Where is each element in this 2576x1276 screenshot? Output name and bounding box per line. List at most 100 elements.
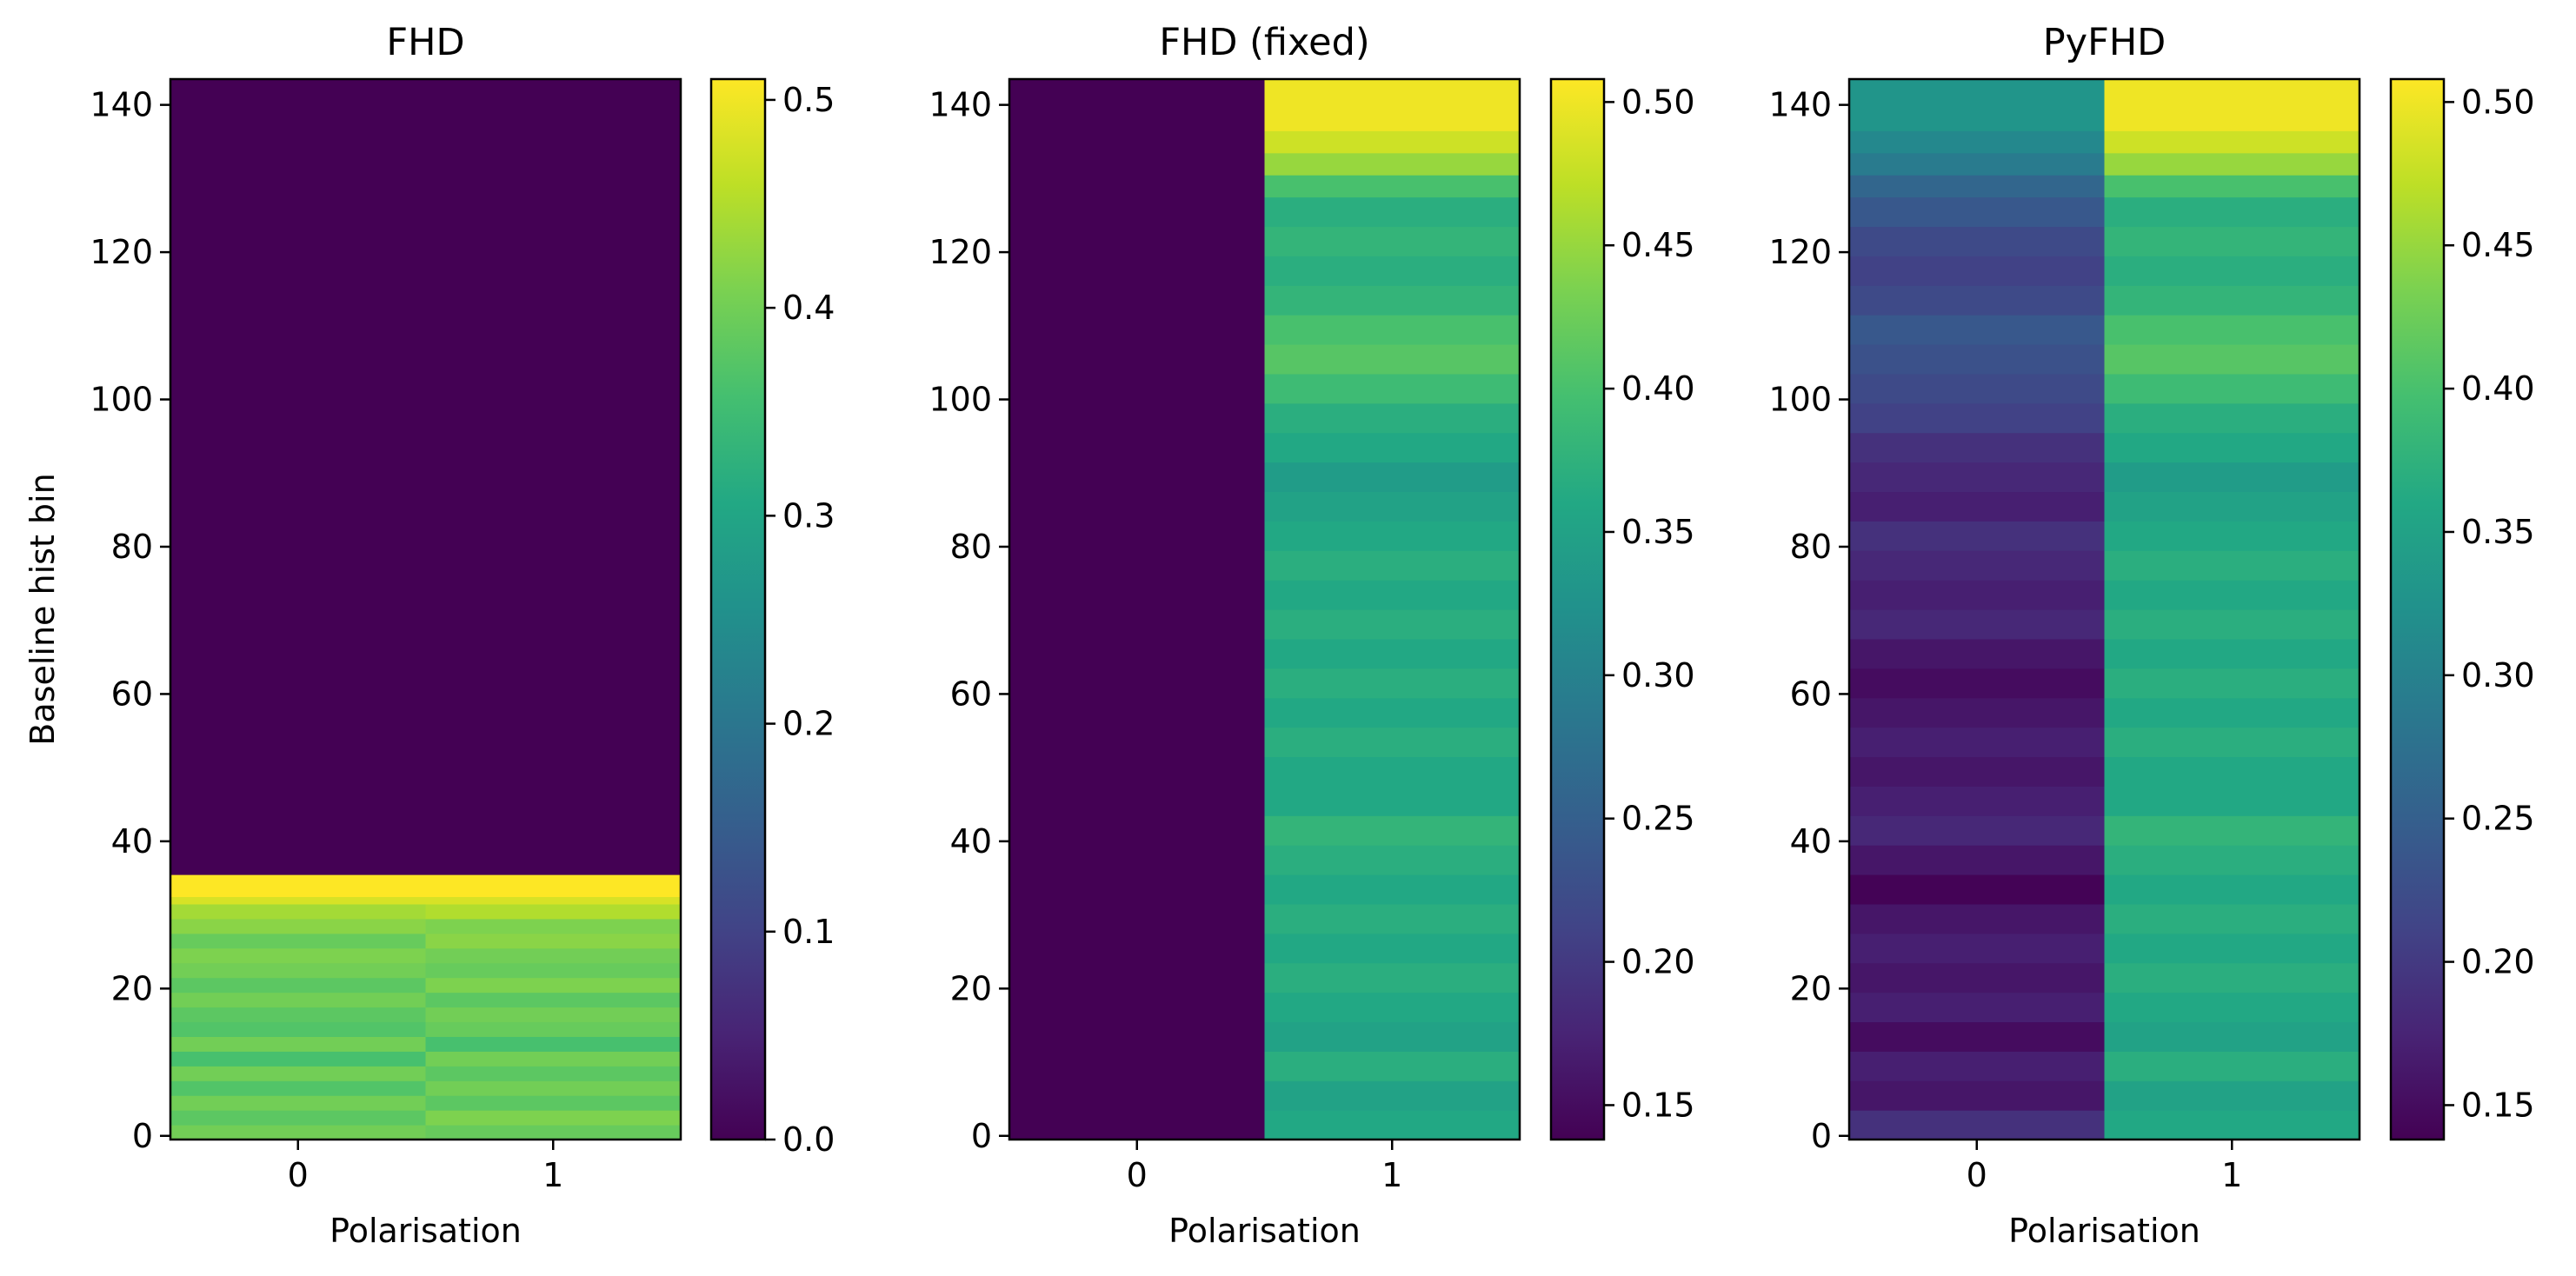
heatmap-cell	[1849, 1080, 2106, 1111]
y-tick-label: 20	[950, 969, 992, 1007]
heatmap-cell	[1849, 697, 2106, 728]
y-tick-label: 40	[111, 822, 153, 861]
chart-title: FHD	[386, 21, 464, 64]
colorbar-tick-label: 0.30	[1621, 656, 1695, 694]
y-tick-label: 120	[929, 233, 992, 271]
heatmap-cell	[1849, 315, 2106, 345]
heatmap-cell	[1264, 226, 1521, 256]
colorbar-tick-label: 0.2	[782, 705, 835, 743]
colorbar-gradient	[1551, 79, 1604, 1140]
heatmap-cell	[425, 1125, 682, 1140]
heatmap-cell	[425, 1110, 682, 1126]
heatmap-cell	[1264, 130, 1521, 154]
axes-frame	[1008, 77, 1521, 1141]
heatmap-cell	[1264, 550, 1521, 581]
y-tick-label: 120	[1768, 233, 1832, 271]
heatmap-cell	[1849, 226, 2106, 256]
colorbar-frame	[2389, 77, 2446, 1141]
heatmap-cell	[170, 79, 427, 875]
heatmap-cell	[1849, 175, 2106, 198]
chart-title: PyFHD	[2043, 21, 2167, 64]
x-axis-label: Polarisation	[2008, 1212, 2200, 1250]
colorbar-tick-label: 0.40	[2461, 369, 2535, 408]
heatmap-cell	[2104, 874, 2360, 905]
colorbar-tick-label: 0.25	[2461, 800, 2535, 838]
heatmap-cell	[1264, 580, 1521, 610]
heatmap-cell	[2104, 491, 2360, 522]
heatmap-cell	[1264, 344, 1521, 375]
heatmap-cell	[2104, 933, 2360, 964]
heatmap-cell	[170, 1125, 427, 1140]
heatmap-cell	[2104, 521, 2360, 551]
colorbar-tick-label: 0.15	[2461, 1086, 2535, 1124]
colorbar-tick-label: 0.15	[1621, 1086, 1695, 1124]
colorbar-tick-label: 0.30	[2461, 656, 2535, 694]
y-tick-label: 0	[1811, 1117, 1832, 1155]
colorbar-frame	[709, 77, 767, 1141]
heatmap-cell	[425, 1021, 682, 1037]
heatmap-cell	[425, 1066, 682, 1081]
heatmap-cell	[425, 977, 682, 994]
heatmap-cell	[170, 1021, 427, 1037]
colorbar-tick-label: 0.20	[1621, 943, 1695, 981]
heatmap-cell	[425, 1095, 682, 1111]
y-tick-label: 40	[1790, 822, 1832, 861]
heatmap-cell	[170, 918, 427, 934]
heatmap-cell	[1849, 1021, 2106, 1052]
heatmap-cell	[1849, 130, 2106, 154]
heatmap-cell	[2104, 550, 2360, 581]
colorbar-tick-label: 0.40	[1621, 369, 1695, 408]
y-tick-label: 0	[132, 1117, 153, 1155]
heatmap-cell	[2104, 668, 2360, 699]
heatmap-cell	[1849, 903, 2106, 934]
heatmap-cell	[2104, 462, 2360, 493]
heatmap-cell	[170, 1036, 427, 1052]
x-tick-label: 0	[288, 1156, 309, 1194]
heatmap-cell	[2104, 256, 2360, 286]
heatmap-cell	[425, 947, 682, 964]
y-tick-label: 20	[111, 969, 153, 1007]
heatmap-cell	[425, 874, 682, 898]
colorbar-tick-label: 0.0	[782, 1120, 835, 1159]
heatmap-cell	[1849, 609, 2106, 640]
heatmap-cell	[2104, 315, 2360, 345]
x-tick-label: 0	[1967, 1156, 1987, 1194]
y-tick-label: 80	[1790, 528, 1832, 566]
x-tick-label: 1	[2221, 1156, 2242, 1194]
heatmap-cell	[1849, 344, 2106, 375]
colorbar-tick-label: 0.4	[782, 289, 835, 327]
heatmap-cell	[170, 903, 427, 920]
heatmap-cell	[1849, 491, 2106, 522]
colorbar-gradient	[2391, 79, 2444, 1140]
heatmap-cell	[1264, 874, 1521, 905]
heatmap-cell	[2104, 992, 2360, 1023]
heatmap-cell	[425, 992, 682, 1008]
y-tick-label: 120	[90, 233, 153, 271]
heatmap-cell	[1264, 152, 1521, 176]
heatmap-cell	[425, 79, 682, 875]
heatmap-cell	[2104, 756, 2360, 787]
heatmap-cell	[1264, 1051, 1521, 1081]
heatmap-cell	[2104, 1110, 2360, 1140]
heatmap-cell	[1849, 933, 2106, 964]
heatmap-cell	[2104, 432, 2360, 463]
y-tick-label: 140	[1768, 86, 1832, 124]
heatmap-cell	[1264, 402, 1521, 434]
heatmap-cell	[1264, 196, 1521, 228]
heatmap-cell	[2104, 1051, 2360, 1081]
colorbar-tick-label: 0.45	[1621, 226, 1695, 264]
y-tick-label: 20	[1790, 969, 1832, 1007]
heatmap-cell	[1264, 992, 1521, 1023]
heatmap-cell	[1849, 152, 2106, 176]
heatmap-cell	[1849, 402, 2106, 434]
y-tick-label: 140	[90, 86, 153, 124]
y-axis-label: Baseline hist bin	[23, 473, 62, 745]
colorbar-tick-label: 0.5	[782, 81, 835, 119]
heatmap-cell	[1849, 756, 2106, 787]
heatmap-cell	[1264, 256, 1521, 286]
heatmap-cell	[170, 933, 427, 949]
colorbar-tick-label: 0.50	[1621, 83, 1695, 121]
heatmap-cell	[1264, 609, 1521, 640]
heatmap-cell	[170, 992, 427, 1008]
